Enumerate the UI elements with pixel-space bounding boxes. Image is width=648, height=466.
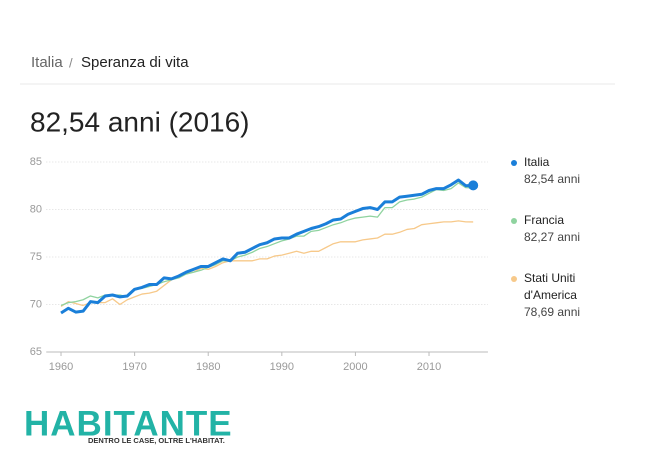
- end-point: [468, 180, 479, 191]
- breadcrumb-topic: Speranza di vita: [81, 54, 189, 71]
- y-tick-label: 80: [30, 203, 42, 215]
- legend-name: Italia: [524, 155, 550, 169]
- y-tick-label: 65: [30, 346, 42, 358]
- x-tick-label: 1970: [122, 361, 146, 373]
- x-tick-label: 1980: [196, 361, 220, 373]
- y-tick-label: 70: [30, 298, 42, 310]
- x-tick-label: 1960: [49, 361, 73, 373]
- x-tick-label: 1990: [270, 361, 294, 373]
- legend-swatch: [511, 218, 517, 224]
- legend-item[interactable]: Stati Uniti d'America 78,69 anni: [511, 270, 611, 321]
- logo-brand: HABITANTE: [24, 404, 233, 443]
- legend-value: 78,69 anni: [524, 305, 581, 319]
- x-tick-label: 2000: [343, 361, 367, 373]
- line: [60, 178, 474, 315]
- legend-value: 82,27 anni: [524, 230, 581, 244]
- legend-item[interactable]: Francia 82,27 anni: [511, 212, 611, 246]
- x-tick-label: 2010: [417, 361, 441, 373]
- legend-item[interactable]: Italia 82,54 anni: [511, 154, 611, 188]
- breadcrumb-country[interactable]: Italia: [31, 54, 63, 71]
- headline: 82,54 anni (2016): [30, 106, 250, 137]
- legend-name: Stati Uniti d'America: [524, 271, 577, 302]
- line: [60, 220, 474, 307]
- y-tick-label: 75: [30, 251, 42, 263]
- legend-value: 82,54 anni: [524, 172, 581, 186]
- breadcrumb-separator: /: [69, 55, 73, 70]
- y-tick-label: 85: [30, 156, 42, 168]
- legend-name: Francia: [524, 213, 565, 227]
- legend-swatch: [511, 160, 517, 166]
- legend-swatch: [511, 276, 517, 282]
- logo-tagline: DENTRO LE CASE, OLTRE L'HABITAT.: [88, 436, 225, 445]
